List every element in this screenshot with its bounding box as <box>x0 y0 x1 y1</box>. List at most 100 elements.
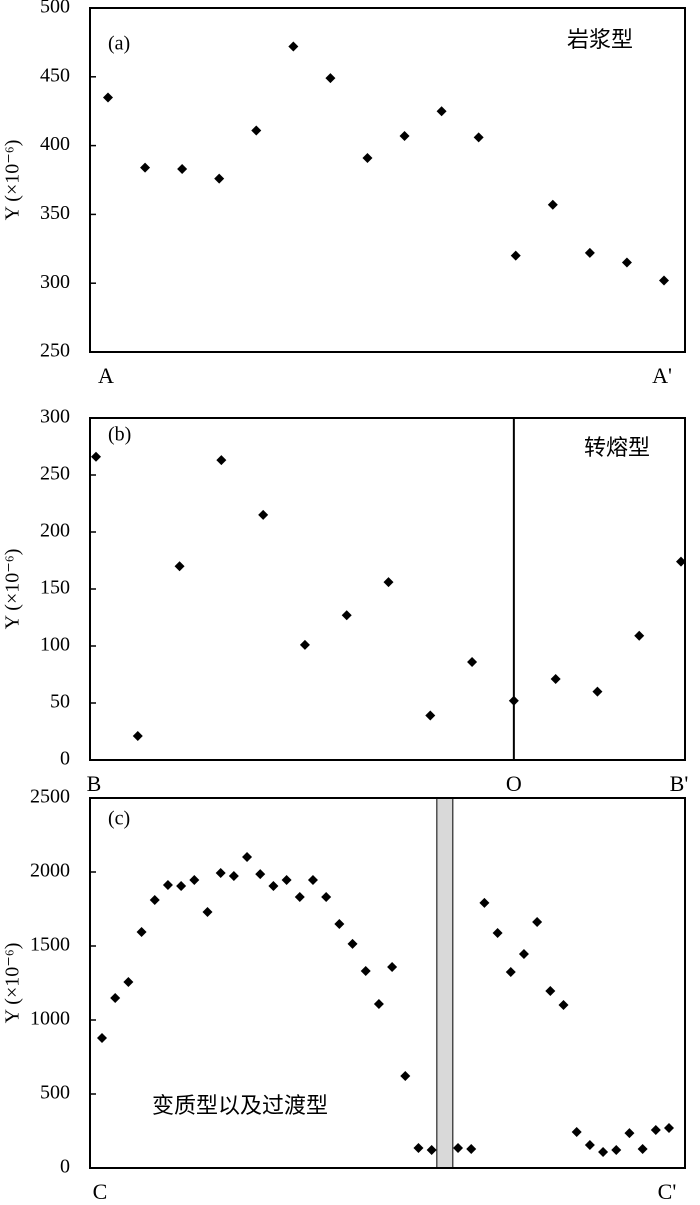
data-point <box>383 577 394 588</box>
data-point <box>545 985 556 996</box>
data-point <box>547 199 558 210</box>
data-point <box>177 163 188 174</box>
data-point <box>251 125 262 136</box>
y-tick-label: 2000 <box>30 860 70 882</box>
data-point <box>413 1143 424 1154</box>
data-point <box>584 247 595 258</box>
data-point <box>325 73 336 84</box>
data-point <box>473 132 484 143</box>
data-point <box>347 938 358 949</box>
data-point <box>399 130 410 141</box>
x-tick-label: B' <box>670 771 689 796</box>
y-tick-label: 150 <box>40 577 70 599</box>
x-tick-label: C <box>93 1179 108 1204</box>
data-point <box>387 962 398 973</box>
data-point <box>637 1144 648 1155</box>
data-point <box>373 999 384 1010</box>
data-point <box>676 556 686 567</box>
y-tick-label: 500 <box>40 1082 70 1104</box>
data-point <box>255 869 266 880</box>
data-point <box>294 892 305 903</box>
data-point <box>91 451 101 462</box>
data-point <box>508 695 519 706</box>
data-point <box>281 874 292 885</box>
data-point <box>425 710 436 721</box>
data-point <box>360 966 371 977</box>
data-point <box>571 1127 582 1138</box>
y-tick-label: 50 <box>50 691 70 713</box>
y-axis-label: Y (×10⁻⁶) <box>2 140 24 221</box>
y-tick-label: 300 <box>40 271 70 293</box>
y-tick-label: 300 <box>40 406 70 428</box>
data-point <box>288 41 299 52</box>
panel-label: (a) <box>108 33 130 55</box>
y-tick-label: 200 <box>40 520 70 542</box>
data-point <box>334 918 345 929</box>
data-point <box>624 1128 635 1139</box>
data-point <box>550 674 561 685</box>
data-point <box>426 1144 437 1155</box>
plot-frame <box>89 797 686 1169</box>
data-point <box>123 976 134 987</box>
y-tick-label: 350 <box>40 202 70 224</box>
data-point <box>242 852 253 863</box>
data-point <box>505 967 516 978</box>
data-point <box>518 948 529 959</box>
y-tick-label: 100 <box>40 634 70 656</box>
annotation: 岩浆型 <box>567 27 633 52</box>
data-point <box>149 894 160 905</box>
data-point <box>140 162 151 173</box>
data-point <box>664 1123 674 1134</box>
data-point <box>176 881 187 892</box>
data-point <box>97 1033 107 1044</box>
data-point <box>215 868 226 879</box>
data-point <box>228 870 239 881</box>
data-point <box>611 1144 622 1155</box>
data-point <box>132 731 143 742</box>
data-point <box>103 92 113 103</box>
data-point <box>299 639 310 650</box>
plot-frame <box>89 7 686 353</box>
data-point <box>466 1144 477 1155</box>
data-point <box>174 561 185 572</box>
data-point <box>400 1070 411 1081</box>
data-point <box>216 455 227 466</box>
x-tick-label: B <box>87 771 102 796</box>
data-point <box>189 874 200 885</box>
data-point <box>532 917 543 928</box>
y-tick-label: 250 <box>40 463 70 485</box>
data-point <box>136 926 147 937</box>
y-tick-label: 250 <box>40 340 70 362</box>
data-point <box>214 173 225 184</box>
data-point <box>510 250 521 261</box>
y-tick-label: 2500 <box>30 786 70 808</box>
data-point <box>584 1140 595 1151</box>
y-tick-label: 1500 <box>30 934 70 956</box>
y-axis-label: Y (×10⁻⁶) <box>2 943 24 1024</box>
data-point <box>258 509 269 520</box>
y-tick-label: 450 <box>40 64 70 86</box>
x-tick-label: C' <box>658 1179 677 1204</box>
data-point <box>202 906 213 917</box>
data-point <box>492 927 503 938</box>
x-tick-label: A <box>98 363 114 388</box>
y-tick-label: 0 <box>60 748 70 770</box>
data-point <box>659 275 669 286</box>
data-point <box>650 1124 661 1135</box>
data-point <box>362 152 373 163</box>
data-point <box>268 881 279 892</box>
data-point <box>436 106 447 117</box>
panel-label: (c) <box>108 808 130 830</box>
data-point <box>341 610 352 621</box>
data-point <box>453 1143 464 1154</box>
y-tick-label: 400 <box>40 133 70 155</box>
data-point <box>558 1000 569 1011</box>
panel-label: (b) <box>108 424 131 446</box>
data-point <box>307 874 318 885</box>
data-point <box>321 892 332 903</box>
data-point <box>621 257 632 268</box>
annotation: 变质型以及过渡型 <box>152 1093 328 1118</box>
y-axis-label: Y (×10⁻⁶) <box>2 549 24 630</box>
data-point <box>634 630 645 641</box>
